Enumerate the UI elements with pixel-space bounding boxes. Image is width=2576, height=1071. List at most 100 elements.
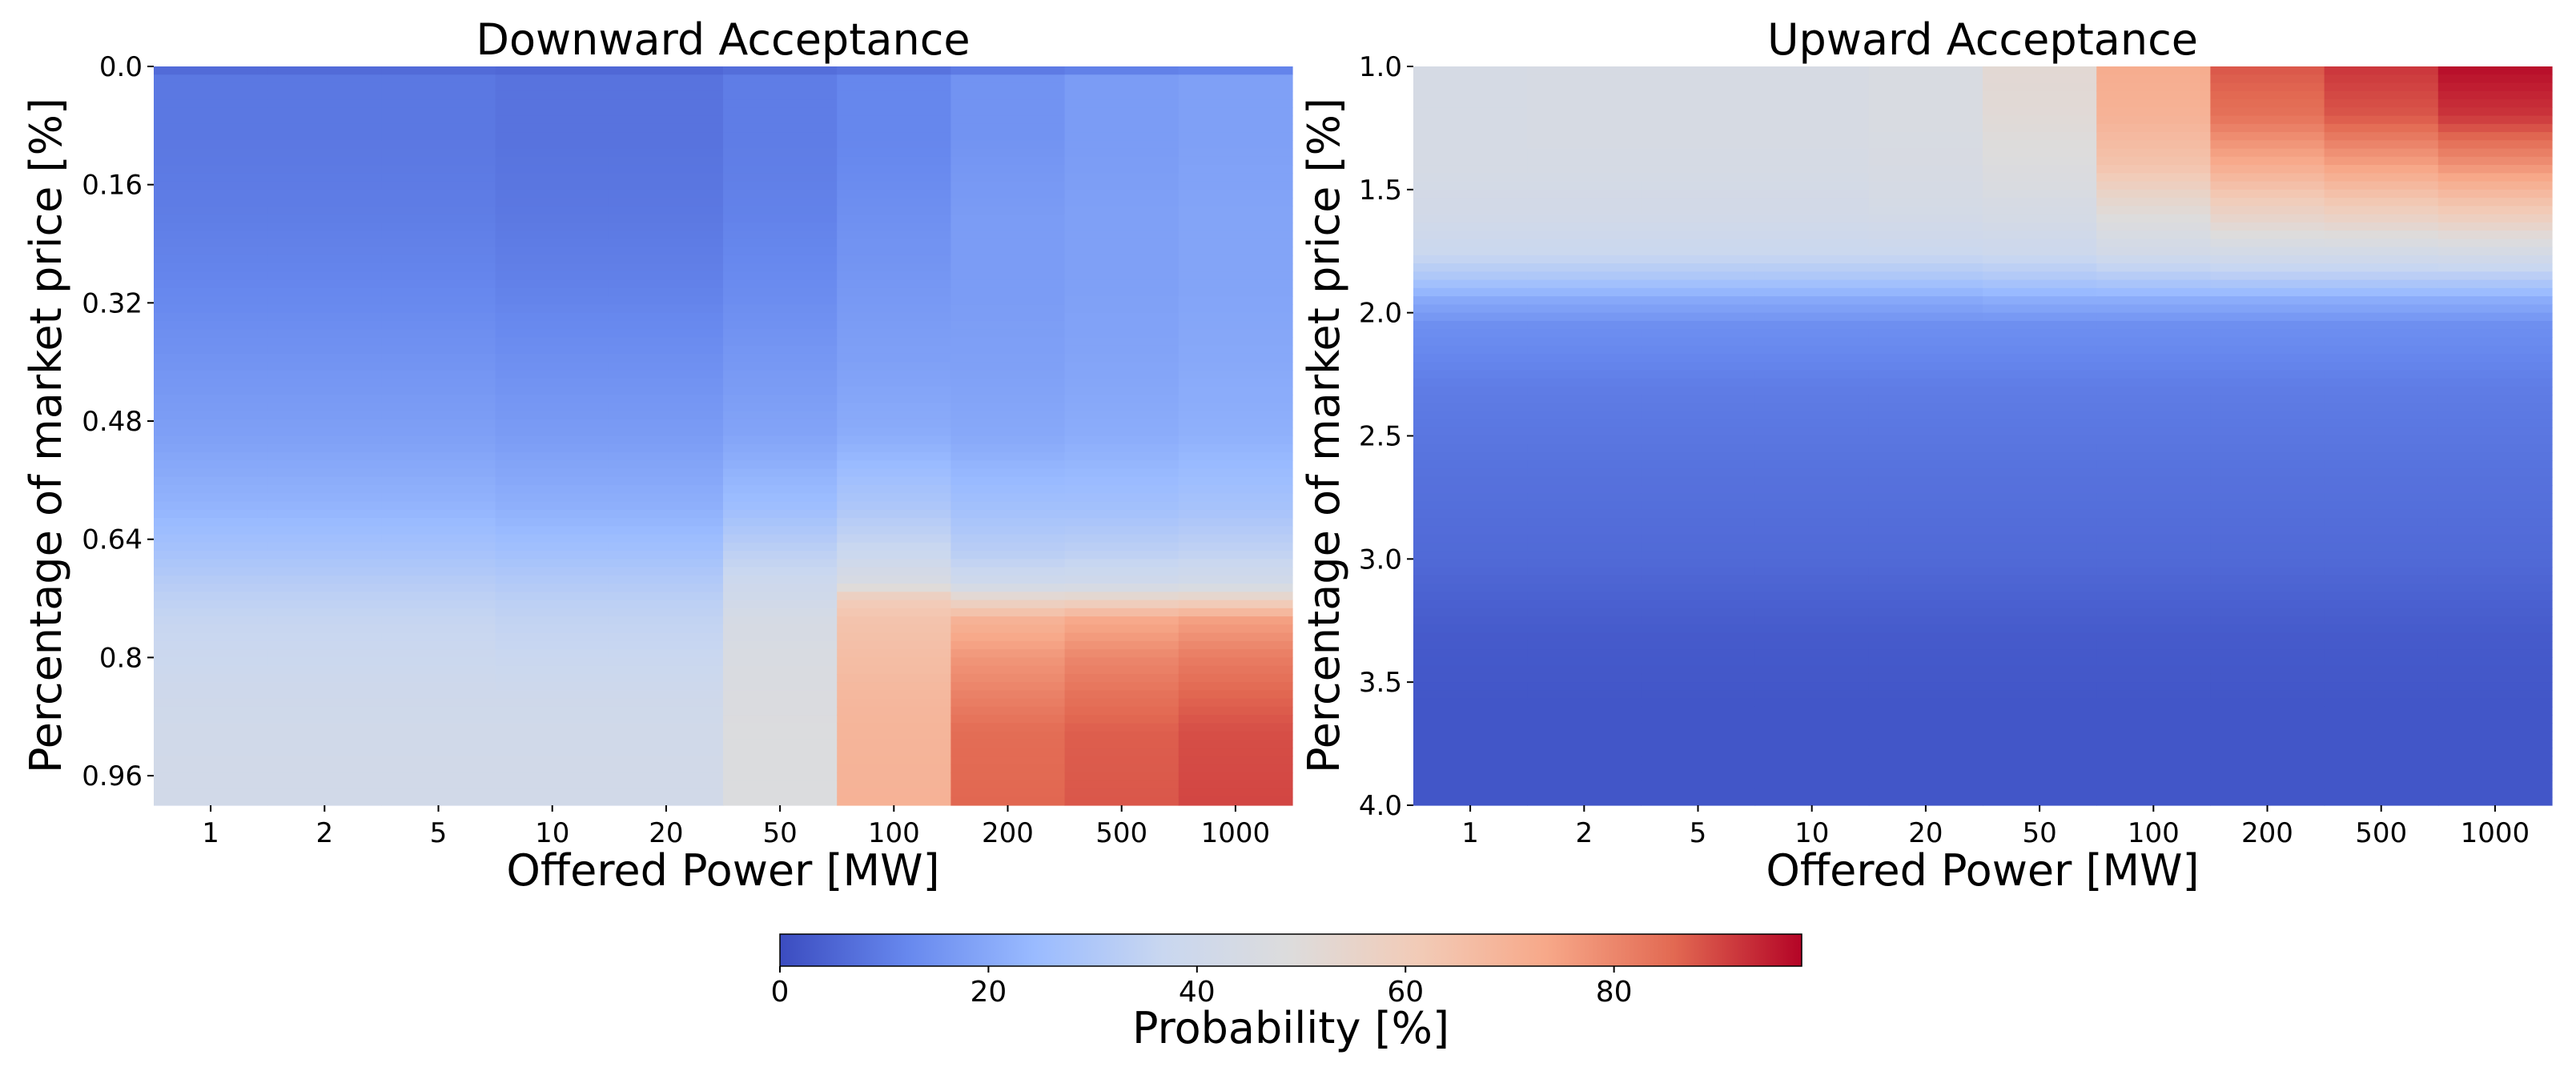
heatmap-cell bbox=[2210, 624, 2325, 634]
heatmap-cell bbox=[723, 386, 838, 395]
heatmap-cell bbox=[381, 796, 496, 806]
heatmap-cell bbox=[1413, 575, 1528, 584]
heatmap-cell bbox=[2210, 156, 2325, 166]
heatmap-cell bbox=[154, 132, 268, 141]
heatmap-cell bbox=[723, 66, 838, 75]
heatmap-cell bbox=[1983, 518, 2097, 527]
x-tick-label: 100 bbox=[2128, 817, 2180, 849]
heatmap-cell bbox=[1983, 395, 2097, 404]
heatmap-cell bbox=[2324, 468, 2439, 478]
heatmap-cell bbox=[723, 427, 838, 437]
heatmap-cell bbox=[1413, 584, 1528, 592]
heatmap-cell bbox=[723, 608, 838, 617]
heatmap-cell bbox=[723, 353, 838, 363]
heatmap-cell bbox=[381, 551, 496, 560]
heatmap-cell bbox=[2324, 395, 2439, 404]
heatmap-cell bbox=[1641, 74, 1756, 84]
heatmap-cell bbox=[1527, 353, 1642, 363]
heatmap-cell bbox=[495, 156, 610, 166]
heatmap-cell bbox=[1754, 584, 1870, 592]
heatmap-cell bbox=[1868, 485, 1983, 494]
heatmap-cell bbox=[950, 706, 1066, 716]
heatmap-cell bbox=[1064, 559, 1179, 568]
heatmap-cell bbox=[1064, 271, 1179, 281]
heatmap-cell bbox=[1754, 99, 1870, 108]
heatmap-cell bbox=[154, 378, 268, 387]
heatmap-cell bbox=[1178, 551, 1293, 560]
heatmap-cell bbox=[1754, 640, 1870, 650]
heatmap-cell bbox=[609, 698, 724, 708]
heatmap-cell bbox=[2096, 584, 2211, 592]
heatmap-cell bbox=[2096, 99, 2211, 108]
heatmap-cell bbox=[1983, 657, 2097, 667]
heatmap-cell bbox=[1754, 66, 1870, 75]
heatmap-cell bbox=[1527, 386, 1642, 395]
heatmap-cell bbox=[1064, 796, 1179, 806]
heatmap-cell bbox=[1064, 518, 1179, 527]
heatmap-cell bbox=[154, 107, 268, 117]
heatmap-cell bbox=[609, 255, 724, 264]
heatmap-cell bbox=[381, 287, 496, 297]
heatmap-cell bbox=[267, 214, 382, 223]
heatmap-cell bbox=[1527, 247, 1642, 256]
heatmap-cell bbox=[1178, 140, 1293, 150]
heatmap-cell bbox=[154, 271, 268, 281]
heatmap-cell bbox=[381, 296, 496, 306]
heatmap-cell bbox=[609, 551, 724, 560]
heatmap-cell bbox=[2210, 189, 2325, 199]
heatmap-cell bbox=[2324, 518, 2439, 527]
heatmap-cell bbox=[837, 443, 951, 453]
heatmap-cell bbox=[1527, 788, 1642, 798]
heatmap-cell bbox=[950, 353, 1066, 363]
heatmap-cell bbox=[1641, 567, 1756, 576]
heatmap-cell bbox=[1983, 255, 2097, 264]
heatmap-cell bbox=[2437, 353, 2553, 363]
heatmap-cell bbox=[1983, 665, 2097, 675]
heatmap-cell bbox=[950, 624, 1066, 634]
heatmap-cell bbox=[2210, 698, 2325, 708]
heatmap-cell bbox=[267, 411, 382, 420]
heatmap-cell bbox=[1527, 312, 1642, 322]
heatmap-cell bbox=[381, 698, 496, 708]
heatmap-cell bbox=[1413, 255, 1528, 264]
heatmap-cell bbox=[1754, 362, 1870, 371]
heatmap-cell bbox=[267, 772, 382, 781]
heatmap-cell bbox=[1754, 739, 1870, 748]
heatmap-cell bbox=[267, 386, 382, 395]
heatmap-cell bbox=[1868, 739, 1983, 748]
colorbar-tick-label: 20 bbox=[971, 976, 1007, 1009]
heatmap-cell bbox=[1641, 542, 1756, 552]
heatmap-cell bbox=[1527, 173, 1642, 183]
heatmap-cell bbox=[1178, 616, 1293, 625]
heatmap-cell bbox=[1413, 66, 1528, 75]
heatmap-cell bbox=[1527, 493, 1642, 503]
heatmap-cell bbox=[154, 312, 268, 322]
heatmap-cell bbox=[381, 624, 496, 634]
heatmap-cell bbox=[154, 559, 268, 568]
heatmap-cell bbox=[1064, 296, 1179, 306]
heatmap-cell bbox=[2096, 198, 2211, 207]
heatmap-cell bbox=[2210, 796, 2325, 806]
heatmap-cell bbox=[1413, 452, 1528, 461]
heatmap-cell bbox=[2324, 140, 2439, 150]
heatmap-cell bbox=[2210, 90, 2325, 100]
heatmap-cell bbox=[2437, 66, 2553, 75]
heatmap-cell bbox=[381, 370, 496, 379]
heatmap-cell bbox=[1754, 476, 1870, 486]
heatmap-cell bbox=[267, 427, 382, 437]
y-tick-label: 1.0 bbox=[1359, 51, 1402, 83]
heatmap-cell bbox=[609, 115, 724, 125]
heatmap-cell bbox=[267, 584, 382, 592]
heatmap-cell bbox=[495, 214, 610, 223]
heatmap-cell bbox=[1178, 559, 1293, 568]
heatmap-cell bbox=[2210, 559, 2325, 568]
heatmap-cell bbox=[609, 435, 724, 445]
heatmap-cell bbox=[154, 772, 268, 781]
heatmap-cell bbox=[2096, 443, 2211, 453]
heatmap-cell bbox=[495, 370, 610, 379]
heatmap-cell bbox=[1868, 632, 1983, 642]
heatmap-cell bbox=[1868, 673, 1983, 683]
heatmap-cell bbox=[1413, 435, 1528, 445]
heatmap-cell bbox=[2210, 419, 2325, 428]
heatmap-cell bbox=[950, 107, 1066, 117]
